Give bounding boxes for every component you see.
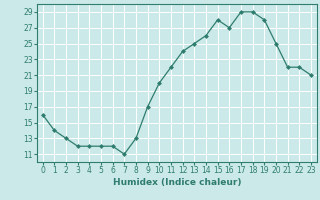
X-axis label: Humidex (Indice chaleur): Humidex (Indice chaleur) (113, 178, 241, 187)
